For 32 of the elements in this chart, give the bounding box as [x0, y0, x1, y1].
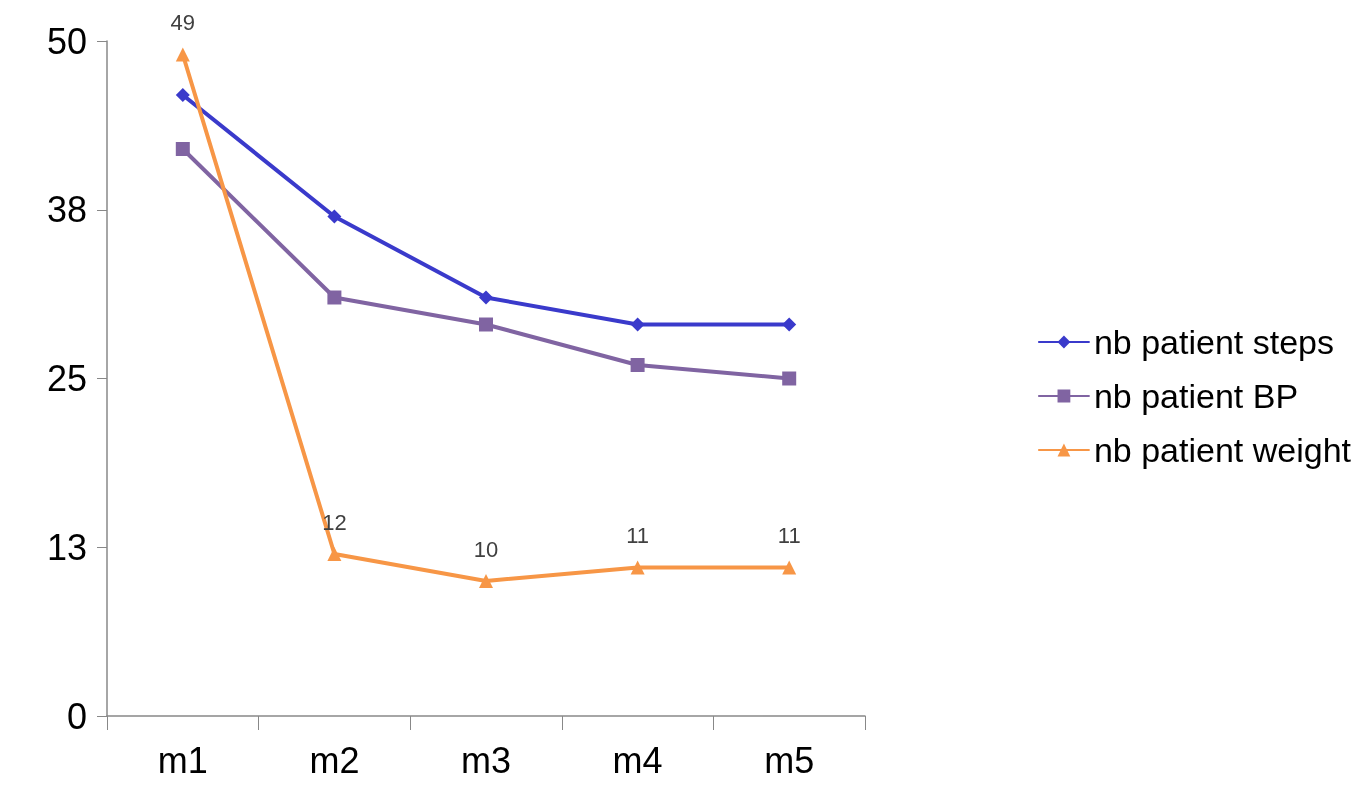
point: [782, 371, 797, 386]
y-tick-label: 38: [46, 189, 87, 231]
point: [479, 317, 493, 332]
point: [630, 560, 645, 575]
x-tick-label: m2: [309, 739, 360, 781]
point: [327, 290, 342, 305]
x-tick-label: m1: [157, 739, 208, 781]
point: [175, 142, 190, 156]
point: [327, 547, 342, 561]
point: [175, 47, 190, 62]
data-label: 11: [777, 523, 801, 548]
y-tick-label: 50: [46, 20, 87, 62]
y-tick-label: 13: [46, 526, 87, 568]
y-tick-label: 0: [66, 695, 87, 737]
data-label: 10: [473, 536, 499, 562]
x-tick-label: m5: [764, 739, 815, 781]
point: [630, 317, 645, 332]
point: [479, 290, 493, 305]
legend-label: nb patient weight: [1093, 431, 1352, 469]
point: [327, 209, 342, 224]
y-tick-label: 25: [46, 358, 87, 399]
legend-label: nb patient steps: [1093, 323, 1334, 361]
x-tick-label: m4: [612, 739, 663, 781]
point: [175, 88, 190, 102]
x-tick-label: m3: [460, 739, 512, 781]
point: [479, 574, 493, 588]
legend-label: nb patient BP: [1093, 377, 1299, 415]
data-label: 11: [626, 523, 650, 548]
data-label: 49: [170, 10, 196, 35]
point: [782, 317, 797, 332]
point: [630, 358, 645, 372]
point: [782, 560, 797, 575]
